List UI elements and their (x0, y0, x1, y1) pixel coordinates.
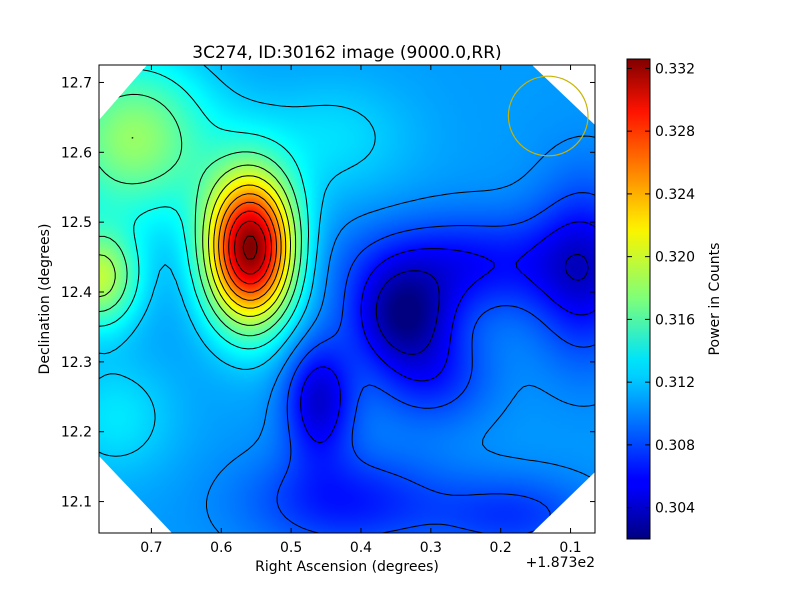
colorbar: 0.304 0.308 0.312 0.316 0.320 0.324 0.328 0.332… (626, 58, 723, 540)
colorbar-tick-label: 0.304 (655, 501, 695, 517)
contour-line (375, 253, 589, 355)
colorbar-tick-label: 0.324 (655, 187, 695, 203)
colorbar-ticks: 0.304 0.308 0.312 0.316 0.320 0.324 0.328 0.332 (627, 61, 695, 517)
y-tick-label: 12.4 (61, 285, 92, 301)
y-tick-label: 12.3 (61, 355, 92, 371)
colorbar-tick-label: 0.312 (655, 375, 695, 391)
contour-line (99, 137, 297, 326)
contour-line (213, 184, 287, 309)
colorbar-tick-label: 0.308 (655, 438, 695, 454)
contour-line (228, 210, 272, 285)
y-axis: 12.1 12.2 12.3 12.4 12.5 12.6 12.7 (61, 75, 595, 511)
contour-line (99, 93, 302, 337)
chart-title: 3C274, ID:30162 image (9000.0,RR) (192, 43, 501, 63)
x-tick-label: 0.5 (280, 540, 302, 556)
contour-lines (99, 65, 595, 533)
contour-line (234, 220, 267, 275)
x-axis-label: Right Ascension (degrees) (255, 559, 439, 575)
y-tick-label: 12.6 (61, 145, 92, 161)
x-tick-label: 0.2 (490, 540, 512, 556)
contour-line (206, 135, 595, 533)
colorbar-tick-label: 0.316 (655, 312, 695, 328)
x-tick-label: 0.3 (420, 540, 442, 556)
beam-circle (507, 75, 589, 157)
y-tick-label: 12.1 (61, 495, 92, 511)
x-tick-label: 0.6 (210, 540, 232, 556)
contour-line (218, 193, 282, 301)
x-tick-label: 0.4 (350, 540, 372, 556)
heatmap-image (99, 65, 595, 533)
colorbar-tick-label: 0.328 (655, 124, 695, 140)
plot-area (98, 64, 596, 534)
colorbar-tick-label: 0.332 (655, 61, 695, 77)
y-tick-label: 12.2 (61, 425, 92, 441)
y-axis-label: Declination (degrees) (37, 224, 53, 375)
contour-line (208, 175, 291, 317)
x-tick-label: 0.1 (559, 540, 581, 556)
contour-line (99, 65, 376, 457)
contour-line (223, 201, 277, 293)
x-tick-label: 0.7 (140, 540, 162, 556)
y-tick-label: 12.7 (61, 75, 92, 91)
contour-line (242, 235, 258, 260)
x-offset-label: +1.873e2 (526, 555, 595, 571)
colorbar-gradient (626, 58, 651, 540)
colorbar-label: Power in Counts (707, 243, 723, 356)
plot-frame (98, 64, 596, 534)
x-axis: 0.7 0.6 0.5 0.4 0.3 0.2 0.1 (140, 65, 582, 556)
y-tick-label: 12.5 (61, 215, 92, 231)
colorbar-tick-label: 0.320 (655, 250, 695, 266)
contour-line (300, 221, 595, 444)
